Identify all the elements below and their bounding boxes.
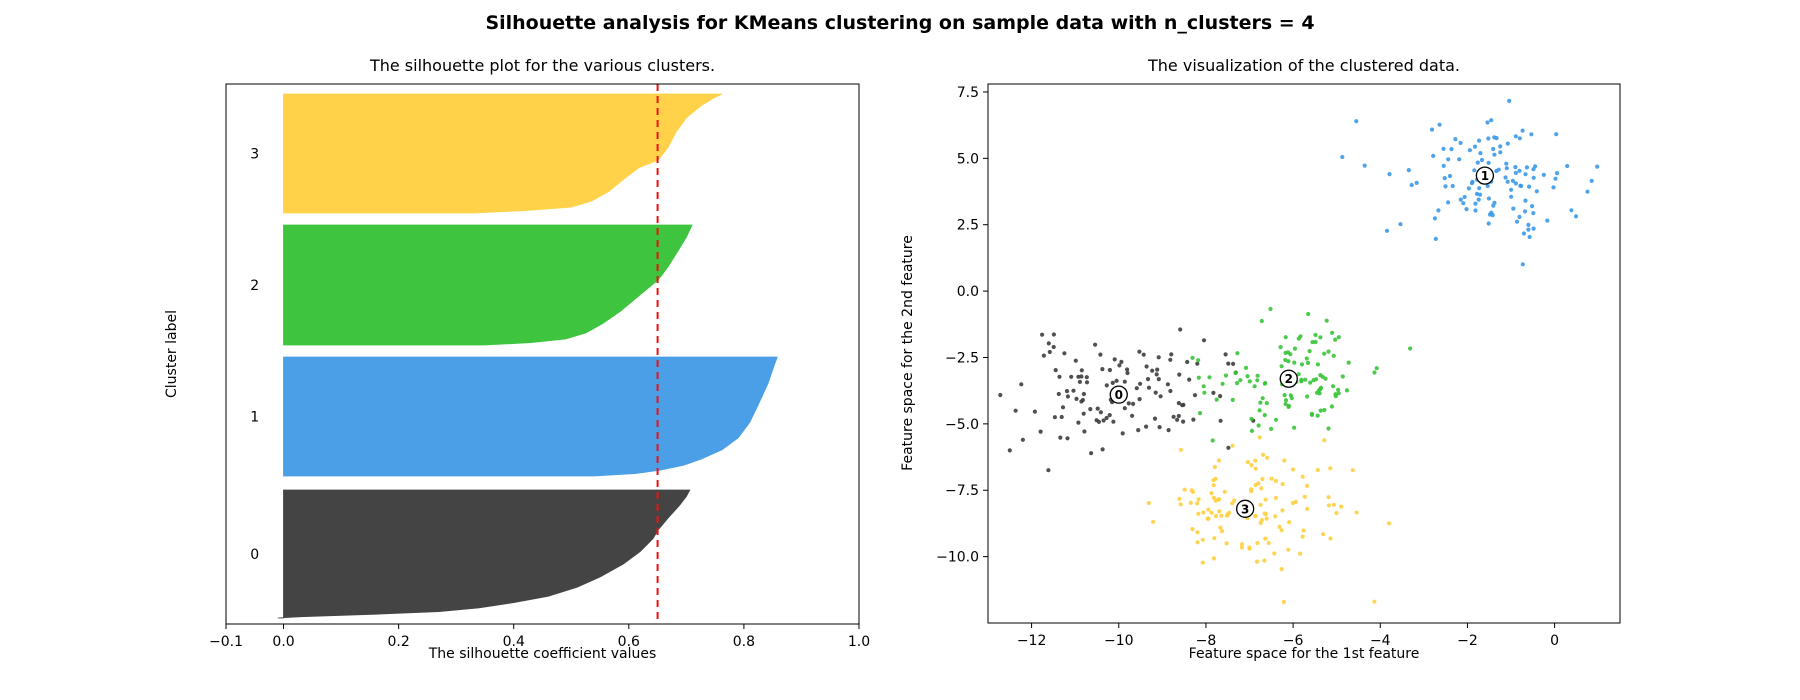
silhouette-plot: 0 1 2 3 −0.1 0.0 0.2 0.4 0.6 0.8 1.0 [209,83,870,650]
scatter-x-tick: 0 [1550,633,1559,649]
cluster-3-axis-label: 3 [250,147,259,163]
scatter-x-tick: −6 [1283,633,1304,649]
silhouette-cluster-0-area [277,489,691,619]
cluster-2-center-marker: 2 [1279,369,1298,388]
scatter-plot-title: The visualization of the clustered data. [1148,56,1460,75]
svg-text:0: 0 [1115,388,1123,402]
scatter-x-tick: −4 [1370,633,1391,649]
svg-text:1: 1 [1481,169,1489,183]
cluster-1-axis-label: 1 [250,410,259,426]
svg-text:2: 2 [1285,372,1293,386]
cluster-0-center-marker: 0 [1109,385,1128,404]
silhouette-cluster-2-area [283,224,693,346]
scatter-cluster-2-points [1190,306,1413,443]
scatter-y-tick: 2.5 [957,218,979,234]
cluster-3-center-marker: 3 [1236,499,1255,518]
silhouette-x-tick: 1.0 [848,634,870,650]
scatter-plot-xlabel: Feature space for the 1st feature [1188,646,1420,662]
silhouette-x-tick: 0.6 [618,634,640,650]
scatter-cluster-1-points [1340,98,1600,267]
silhouette-x-tick: 0.8 [733,634,755,650]
silhouette-cluster-1-area [283,356,778,477]
cluster-0-axis-label: 0 [250,547,259,563]
scatter-y-tick: −7.5 [945,483,979,499]
scatter-y-tick: −2.5 [945,350,979,366]
silhouette-x-tick: 0.4 [503,634,525,650]
svg-text:3: 3 [1241,502,1249,516]
figure-title: Silhouette analysis for KMeans clusterin… [485,12,1315,34]
silhouette-x-tick: 0.0 [272,634,294,650]
scatter-y-tick: 7.5 [957,85,979,101]
silhouette-x-tick: −0.1 [209,634,243,650]
scatter-y-tick: −5.0 [945,417,979,433]
cluster-1-center-marker: 1 [1475,166,1495,185]
silhouette-plot-xlabel: The silhouette coefficient values [428,646,657,662]
scatter-plot: 0 1 2 3 −12 −10 −8 −6 −4 −2 0 7.5 5.0 2.5 0.0 −2.5 −5.0 −… [936,83,1621,649]
scatter-x-tick: −10 [1104,633,1134,649]
scatter-cluster-3-points [1146,435,1392,605]
scatter-y-tick: −10.0 [936,550,979,566]
silhouette-x-tick: 0.2 [388,634,410,650]
silhouette-plot-title: The silhouette plot for the various clus… [369,56,716,75]
scatter-x-tick: −12 [1017,633,1047,649]
cluster-2-axis-label: 2 [250,278,259,294]
scatter-y-tick: 0.0 [957,284,979,300]
scatter-y-tick: 5.0 [957,151,979,167]
scatter-x-tick: −2 [1457,633,1478,649]
scatter-x-tick: −8 [1196,633,1217,649]
scatter-cluster-0-points [998,327,1256,473]
